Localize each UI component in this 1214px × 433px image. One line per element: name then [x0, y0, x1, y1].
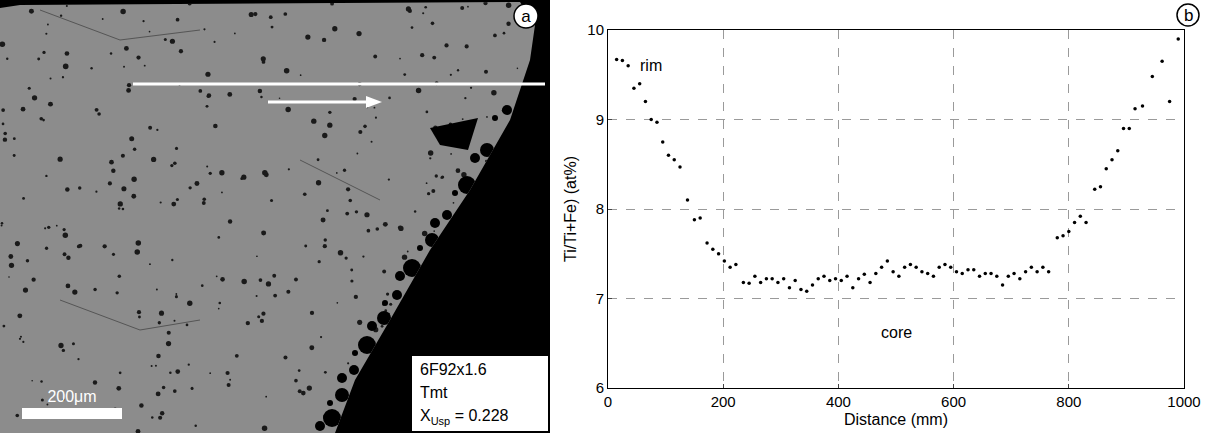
svg-text:200: 200: [711, 393, 736, 410]
svg-text:10: 10: [587, 21, 604, 38]
svg-text:7: 7: [596, 290, 604, 307]
svg-text:200μm: 200μm: [47, 388, 96, 405]
svg-text:Tmt: Tmt: [420, 384, 448, 401]
svg-text:b: b: [1184, 6, 1193, 25]
svg-text:1000: 1000: [1167, 393, 1200, 410]
svg-text:Ti/Ti+Fe) (at%): Ti/Ti+Fe) (at%): [562, 156, 579, 262]
svg-text:600: 600: [941, 393, 966, 410]
svg-text:0: 0: [604, 393, 612, 410]
svg-text:400: 400: [826, 393, 851, 410]
svg-text:rim: rim: [640, 57, 662, 74]
svg-text:9: 9: [596, 111, 604, 128]
svg-text:8: 8: [596, 200, 604, 217]
svg-text:XUsp = 0.228: XUsp = 0.228: [420, 407, 509, 427]
svg-text:core: core: [881, 324, 912, 341]
svg-text:6F92x1.6: 6F92x1.6: [420, 361, 487, 378]
svg-text:6: 6: [596, 379, 604, 396]
svg-text:a: a: [521, 7, 531, 26]
svg-text:800: 800: [1056, 393, 1081, 410]
svg-text:Distance (mm): Distance (mm): [844, 411, 948, 428]
